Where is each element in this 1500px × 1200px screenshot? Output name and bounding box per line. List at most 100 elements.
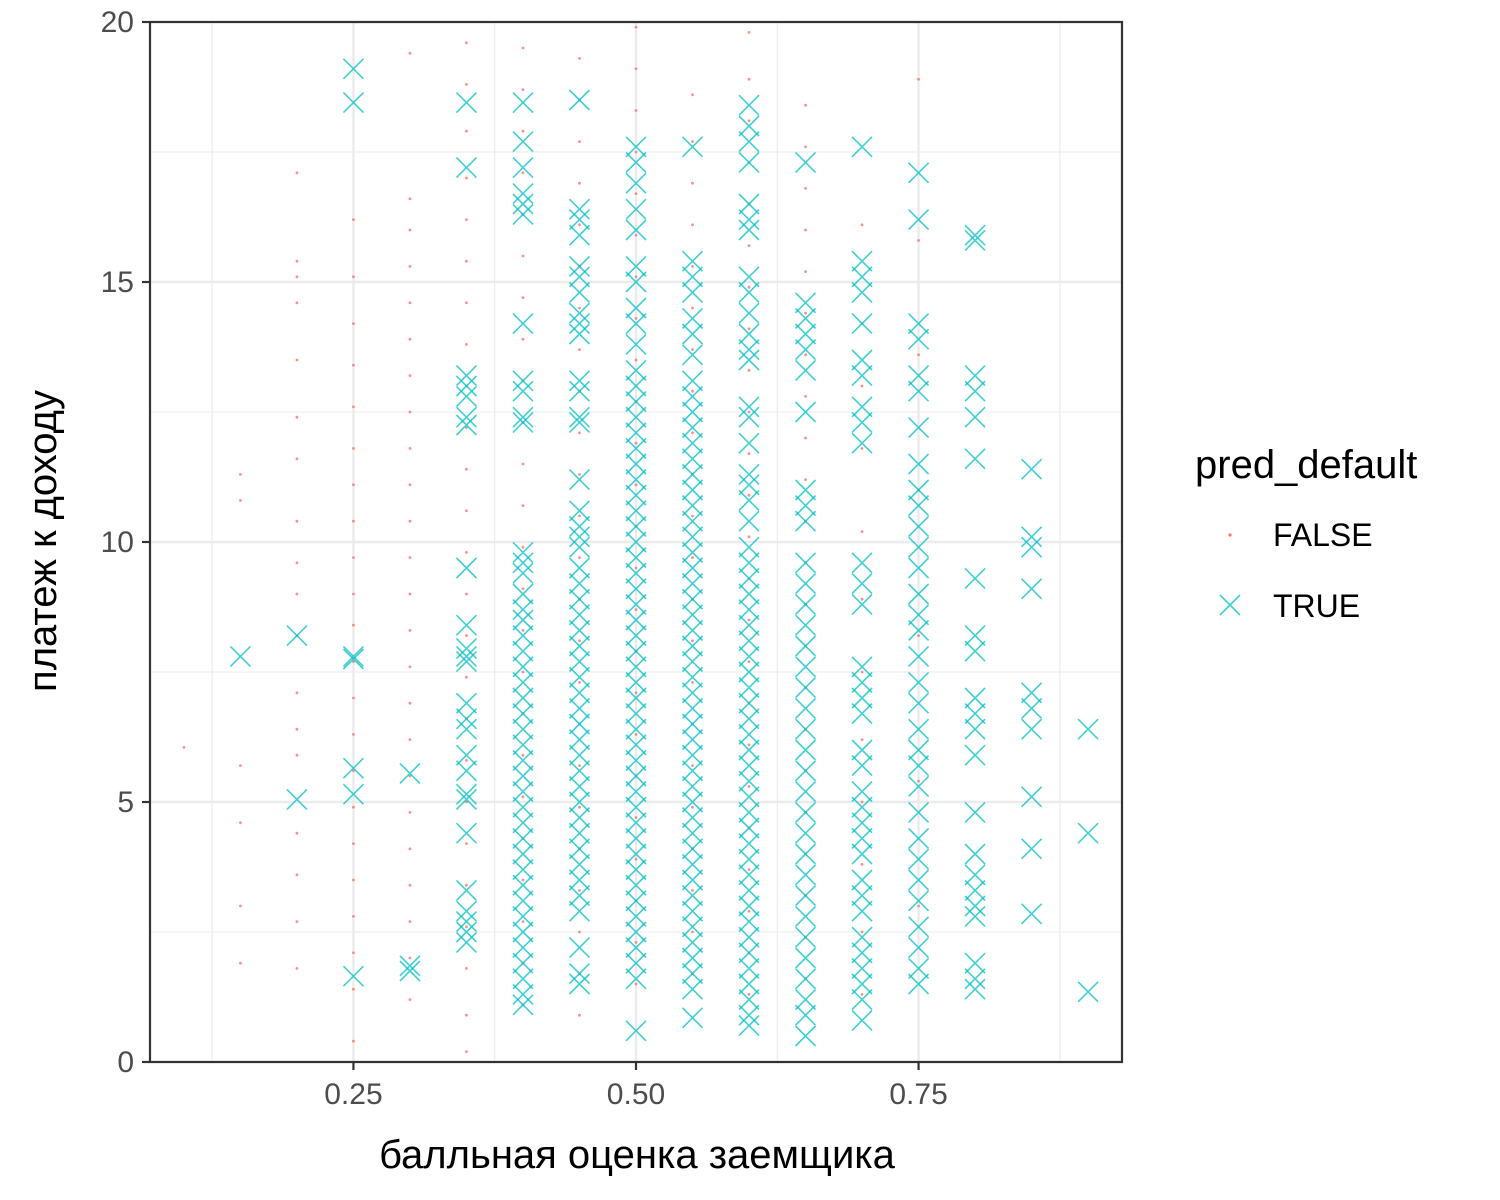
true-point: [455, 365, 478, 387]
false-point: [408, 998, 412, 1001]
true-point: [794, 593, 817, 615]
true-point: [738, 463, 760, 485]
true-point: [625, 718, 647, 740]
false-point: [295, 275, 299, 279]
true-point: [738, 739, 760, 761]
true-point: [851, 552, 873, 574]
false-point: [521, 504, 525, 507]
false-point: [578, 889, 581, 892]
false-point: [747, 31, 751, 34]
true-point: [681, 370, 704, 392]
true-point: [794, 614, 817, 636]
true-point: [738, 755, 760, 777]
true-point: [907, 801, 930, 823]
true-point: [964, 718, 986, 740]
false-point: [465, 509, 468, 513]
true-point: [907, 536, 930, 558]
false-point: [578, 473, 581, 476]
true-point: [907, 827, 930, 849]
true-point: [625, 593, 647, 615]
true-point: [455, 744, 478, 766]
true-point: [568, 697, 591, 719]
true-point: [794, 635, 817, 657]
true-point: [625, 1020, 647, 1042]
true-point: [568, 224, 591, 246]
true-point: [455, 931, 478, 953]
true-point: [681, 573, 704, 595]
false-point: [408, 665, 412, 669]
true-point: [1021, 578, 1043, 600]
true-point: [625, 313, 647, 335]
false-point: [917, 779, 920, 783]
true-point: [907, 583, 930, 605]
true-point: [738, 396, 760, 418]
false-point: [408, 847, 412, 851]
true-point: [1021, 458, 1043, 480]
true-point: [851, 266, 873, 288]
true-point: [512, 92, 534, 114]
true-point: [568, 963, 591, 985]
true-point: [794, 843, 817, 865]
true-point: [512, 552, 534, 574]
false-point: [578, 348, 581, 351]
false-point: [408, 701, 412, 705]
true-point: [568, 666, 591, 688]
false-point: [747, 285, 751, 289]
true-point: [851, 432, 873, 454]
true-point: [512, 781, 534, 803]
axis-ticks: [142, 20, 920, 1070]
true-point: [681, 323, 704, 345]
false-point: [295, 727, 299, 731]
true-point: [512, 859, 534, 881]
false-point: [295, 831, 299, 835]
true-point: [738, 406, 760, 428]
true-point: [625, 781, 647, 803]
true-point: [512, 890, 534, 912]
false-point: [465, 83, 468, 86]
false-point: [408, 197, 412, 201]
true-point: [455, 822, 478, 844]
true-point: [738, 879, 760, 901]
false-point: [352, 1039, 355, 1043]
legend-label-true: TRUE: [1273, 588, 1360, 624]
true-point: [512, 749, 534, 771]
true-point: [1021, 718, 1043, 740]
true-point: [738, 895, 760, 917]
true-point: [907, 973, 930, 995]
false-point: [295, 561, 299, 565]
false-point: [521, 337, 525, 341]
true-point: [851, 942, 873, 964]
true-point: [851, 1009, 873, 1031]
true-point: [907, 515, 930, 537]
false-point: [465, 1013, 468, 1017]
false-point: [352, 769, 355, 773]
false-point: [804, 103, 807, 107]
false-point: [634, 67, 638, 71]
false-point: [747, 743, 751, 747]
true-point: [286, 625, 308, 647]
true-point: [738, 339, 760, 361]
true-point: [568, 526, 591, 548]
true-point: [738, 151, 760, 173]
false-point: [295, 259, 299, 263]
true-point: [625, 547, 647, 569]
true-point: [964, 895, 986, 917]
false-point: [352, 951, 355, 955]
true-point: [625, 255, 647, 277]
true-point: [455, 692, 478, 714]
legend-cross-true: [1219, 594, 1241, 616]
true-point: [512, 640, 534, 662]
false-point: [295, 519, 299, 523]
false-point: [352, 483, 355, 487]
false-point: [747, 909, 751, 913]
true-point: [964, 703, 986, 725]
true-point: [907, 619, 930, 641]
true-point: [738, 131, 760, 153]
false-point: [860, 800, 864, 804]
false-point: [917, 353, 920, 357]
true-point: [964, 978, 986, 1000]
true-point: [794, 989, 817, 1011]
true-point: [681, 978, 704, 1000]
true-point: [625, 640, 647, 662]
